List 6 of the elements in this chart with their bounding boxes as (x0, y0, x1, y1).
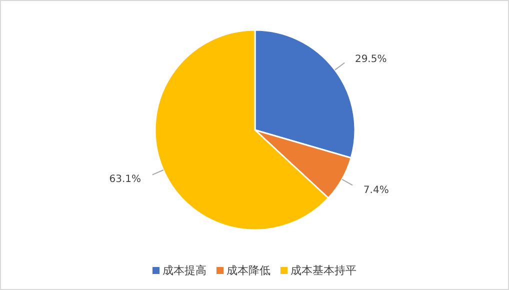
data-label: 7.4% (363, 185, 389, 196)
legend-label: 成本基本持平 (290, 264, 356, 277)
data-label: 63.1% (109, 174, 142, 186)
data-label: 29.5% (354, 54, 387, 65)
legend-label: 成本降低 (226, 264, 270, 277)
legend-label: 成本提高 (162, 264, 206, 277)
